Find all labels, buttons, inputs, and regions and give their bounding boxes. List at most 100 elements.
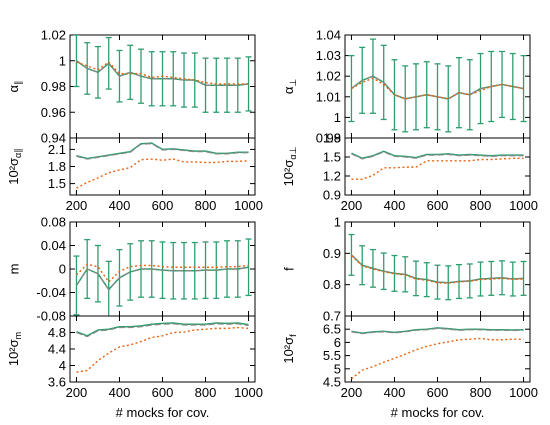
x-tick-label: 200	[341, 385, 363, 400]
x-tick-label: 800	[195, 198, 217, 213]
y-axis-label-main: 10²σ	[281, 337, 296, 364]
series-line-orange-dotted	[76, 158, 249, 189]
chart-panel-5: -0.08 -0.04 0 0.04 0.08 m	[6, 215, 256, 324]
y-tick-label: 6	[334, 335, 341, 350]
y-tick-label: 4.4	[48, 342, 66, 357]
x-tick-label: 400	[109, 198, 131, 213]
series-line-green	[76, 142, 249, 160]
x-tick-label: 400	[384, 198, 406, 213]
series-line-gray	[76, 60, 249, 86]
y-axis-label-main: α	[281, 86, 296, 94]
y-axis-label: 10²σf	[281, 334, 298, 364]
y-tick-label: 1.5	[323, 150, 341, 165]
series-line-gray	[351, 327, 524, 335]
y-tick-label: 1.01	[316, 89, 341, 104]
y-tick-label: 0.9	[323, 188, 341, 203]
y-axis-label-subscript: α⊥	[288, 146, 298, 159]
y-axis-label: 10²σα∥	[6, 148, 23, 185]
chart-panel-4: 0.9 1.2 1.5 1.8 200 400 600 800 1000 10²σα⊥	[281, 131, 538, 214]
series-line-orange-dotted	[76, 326, 249, 373]
series-line-orange-dotted	[350, 255, 524, 284]
plot-frame	[344, 137, 531, 196]
y-tick-label: 4.8	[48, 325, 66, 340]
y-axis-label-subscript: α∥	[13, 148, 23, 158]
y-tick-label: 4	[59, 358, 66, 373]
chart-panel-1: 0.94 0.96 0.98 1 1.02 α∥	[6, 28, 256, 146]
chart-panel-2: 1.5 1.8 2.1 200 400 600 800 1000 10²σα∥	[6, 137, 263, 213]
plot-frame	[69, 315, 256, 383]
y-tick-label: 0.96	[41, 105, 66, 120]
plot-area	[348, 233, 527, 301]
chart-panel-7: 0.7 0.8 0.9 1 f	[281, 215, 531, 324]
y-tick-label: 0.94	[41, 131, 66, 146]
plot-frame	[69, 137, 256, 196]
plot-area	[76, 322, 249, 373]
y-axis-label: f	[281, 267, 296, 271]
y-tick-label: 1.2	[323, 169, 341, 184]
x-tick-label: 400	[384, 385, 406, 400]
y-axis-label: α∥	[6, 80, 23, 92]
y-tick-label: 2.1	[48, 142, 66, 157]
plot-frame	[344, 315, 531, 383]
y-tick-label: 0.98	[41, 79, 66, 94]
y-tick-label: 1.8	[48, 159, 66, 174]
plot-area	[351, 327, 524, 380]
x-tick-label: 600	[427, 385, 449, 400]
y-axis-label: m	[6, 264, 21, 275]
y-tick-label: 5	[334, 361, 341, 376]
y-axis-label-subscript: ∥	[13, 80, 23, 85]
y-tick-label: 1.5	[48, 176, 66, 191]
series-line-green	[76, 322, 249, 337]
series-line-orange-dotted	[75, 263, 249, 283]
y-tick-label: 1	[334, 215, 341, 230]
series-line-gray	[76, 143, 249, 160]
y-axis-label-main: 10²σ	[6, 339, 21, 366]
plot-area	[351, 150, 524, 180]
y-tick-label: 1.8	[323, 131, 341, 146]
plot-area	[73, 35, 252, 113]
y-tick-label: 0.08	[41, 215, 66, 230]
x-tick-label: 200	[66, 198, 88, 213]
y-axis-label-subscript: f	[288, 334, 298, 337]
series-line-orange-dotted	[351, 337, 524, 380]
y-axis-label-main: 10²σ	[6, 158, 21, 185]
x-tick-label: 200	[66, 385, 88, 400]
y-tick-label: 1	[59, 53, 66, 68]
plot-area	[348, 38, 527, 133]
x-tick-label: 800	[195, 385, 217, 400]
x-tick-label: 600	[427, 198, 449, 213]
y-tick-label: 3.6	[48, 375, 66, 390]
chart-panel-6: 3.6 44.4 4.8 200 400 600 800 1000 10²σm # mocks f…	[6, 315, 263, 420]
series-line-gray	[351, 254, 524, 284]
y-axis-label-main: 10²σ	[281, 160, 296, 187]
y-tick-label: -0.04	[36, 285, 66, 300]
y-axis-label: 10²σm	[6, 332, 23, 366]
y-tick-label: 0	[59, 262, 66, 277]
y-tick-label: 1.04	[316, 28, 341, 43]
x-axis-label: # mocks for cov.	[391, 405, 485, 420]
series-line-orange-dotted	[76, 61, 249, 85]
series-line-orange-dotted	[351, 77, 524, 100]
y-tick-label: 0.8	[323, 277, 341, 292]
y-tick-label: 0.99	[316, 131, 341, 146]
y-tick-label: 1.02	[41, 28, 66, 43]
y-tick-label: 0.04	[41, 238, 66, 253]
x-tick-label: 200	[341, 198, 363, 213]
y-axis-label-subscript: ⊥	[288, 79, 298, 87]
y-axis-label: α⊥	[281, 79, 298, 95]
plot-area	[73, 238, 252, 316]
y-tick-label: 0.9	[323, 246, 341, 261]
x-tick-label: 600	[152, 385, 174, 400]
x-tick-label: 1000	[234, 198, 263, 213]
x-axis-label: # mocks for cov.	[116, 405, 210, 420]
x-tick-label: 1000	[234, 385, 263, 400]
series-line-orange-dotted	[351, 157, 524, 180]
series-line-gray	[76, 323, 249, 338]
x-tick-label: 800	[470, 198, 492, 213]
y-tick-label: -0.08	[36, 309, 66, 324]
y-tick-label: 1	[334, 110, 341, 125]
series-line-gray	[75, 266, 249, 291]
y-tick-label: 0.7	[323, 309, 341, 324]
y-tick-label: 4.5	[323, 375, 341, 390]
